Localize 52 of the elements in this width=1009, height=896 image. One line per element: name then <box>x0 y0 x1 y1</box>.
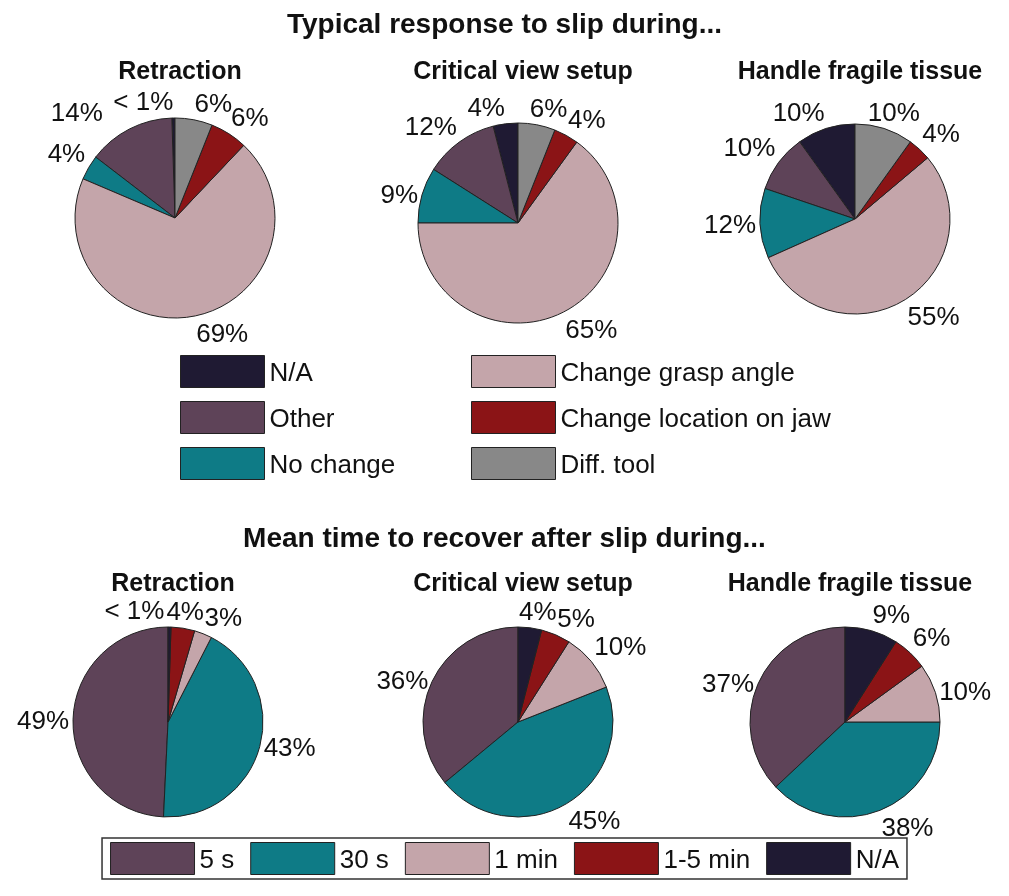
data-label: 6% <box>912 621 951 652</box>
legend-label: N/A <box>269 356 314 387</box>
data-label: 49% <box>16 704 70 735</box>
data-label: 5% <box>557 603 595 634</box>
data-label: 12% <box>404 110 457 141</box>
data-label: 43% <box>263 732 316 763</box>
data-label: 4% <box>467 91 505 122</box>
legend-label: 1 min <box>494 843 558 874</box>
data-label: 4% <box>568 103 606 134</box>
data-label: 37% <box>702 667 755 698</box>
legend-label: 5 s <box>199 843 235 874</box>
data-label: < 1% <box>104 595 165 626</box>
chart-title: Typical response to slip during... <box>286 7 723 39</box>
data-label: 4% <box>47 137 86 168</box>
data-label: 4% <box>922 118 960 149</box>
data-label: 10% <box>939 676 992 707</box>
data-label: 6% <box>529 92 568 123</box>
data-label: < 1% <box>113 86 174 117</box>
legend-label: 1-5 min <box>663 843 751 874</box>
slice-label: Handle fragile tissue <box>737 55 983 84</box>
legend-label: Change grasp angle <box>560 356 795 387</box>
slice-label: Retraction <box>111 567 235 596</box>
data-label: 69% <box>196 317 249 348</box>
legend-label: No change <box>269 448 396 479</box>
data-label: 38% <box>881 812 934 843</box>
slice-label: Handle fragile tissue <box>727 567 973 596</box>
slice-label: Critical view setup <box>413 567 633 596</box>
data-label: 10% <box>594 630 647 661</box>
legend-label: 30 s <box>339 843 389 874</box>
data-label: 10% <box>723 132 776 163</box>
data-label: 14% <box>50 97 103 128</box>
legend-label: Other <box>269 402 335 433</box>
slice-label: Retraction <box>118 55 242 84</box>
data-label: 55% <box>907 300 960 331</box>
legend-label: N/A <box>855 843 900 874</box>
data-label: 65% <box>565 313 618 344</box>
legend-label: Change location on jaw <box>560 402 832 433</box>
data-label: 9% <box>380 178 419 209</box>
data-label: 6% <box>230 102 269 133</box>
data-label: 45% <box>568 805 621 836</box>
data-label: 3% <box>204 602 243 633</box>
data-label: 36% <box>376 664 429 695</box>
data-label: 6% <box>194 87 233 118</box>
slice-label: Critical view setup <box>413 55 633 84</box>
legend-label: Diff. tool <box>560 448 656 479</box>
chart-title: Mean time to recover after slip during... <box>243 521 766 553</box>
data-label: 4% <box>519 595 557 626</box>
data-label: 10% <box>772 96 825 127</box>
data-label: 12% <box>704 208 757 239</box>
data-label: 10% <box>867 96 920 127</box>
data-label: 4% <box>166 596 204 627</box>
data-label: 9% <box>872 598 911 629</box>
